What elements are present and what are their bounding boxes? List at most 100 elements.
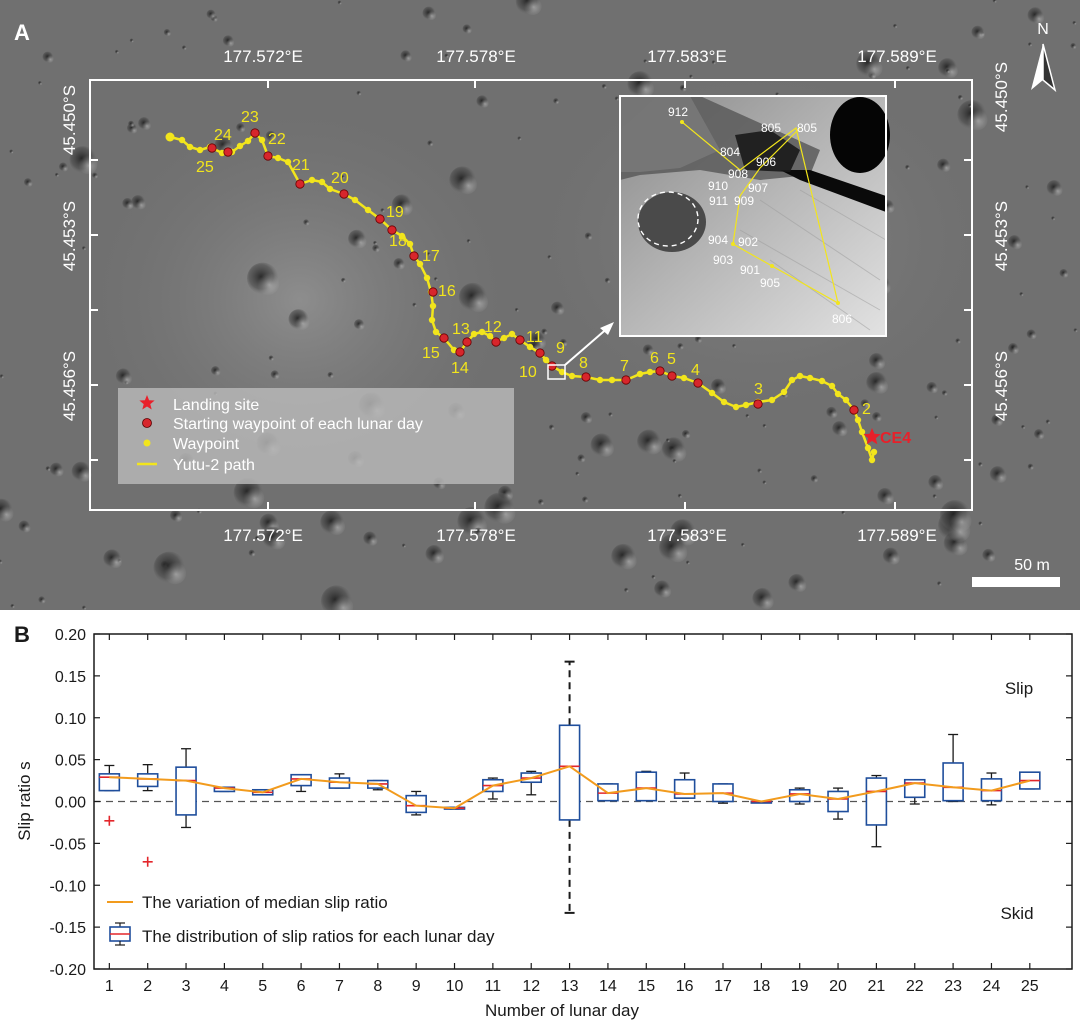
waypoint-marker	[284, 158, 292, 166]
waypoint-marker	[196, 146, 204, 154]
day-label: 16	[438, 283, 456, 300]
day-start-marker	[693, 378, 703, 388]
inset-image	[619, 95, 890, 337]
panel-b-chart: B 0.20 0.15 0.10 0.05 0.00 -0.05 -0.10 -0.15 -0.…	[14, 622, 1073, 1020]
day-label: 13	[452, 321, 470, 338]
waypoint-marker	[406, 240, 414, 248]
waypoint-marker	[326, 185, 334, 193]
day-label: 23	[241, 109, 259, 126]
map-legend-box	[118, 388, 514, 484]
day-start-marker	[462, 337, 472, 347]
day-start-marker	[409, 251, 419, 261]
waypoint-marker	[526, 343, 534, 351]
waypoint-marker	[864, 444, 872, 452]
landing-site-icon	[863, 428, 881, 445]
x-tick-label: 12	[522, 978, 540, 995]
lat-label-left: 45.450°S	[60, 85, 79, 155]
waypoint-marker	[364, 206, 372, 214]
day-start-marker	[439, 333, 449, 343]
waypoint-marker	[646, 368, 654, 376]
north-label: N	[1037, 21, 1049, 38]
crater-field	[0, 0, 1078, 610]
x-tick-label: 8	[373, 978, 382, 995]
callout-arrowhead-icon	[600, 322, 614, 335]
inset-label: 902	[738, 235, 758, 249]
inset-label: 805	[797, 121, 817, 135]
x-tick-label: 25	[1021, 978, 1039, 995]
x-tick-label: 13	[561, 978, 579, 995]
box-day-9	[405, 790, 427, 816]
waypoint-marker	[608, 376, 616, 384]
lon-label-top: 177.589°E	[857, 47, 937, 66]
annotation-slip: Slip	[1005, 679, 1033, 698]
y-tick-label: 0.15	[55, 669, 86, 686]
x-tick-label: 18	[752, 978, 770, 995]
y-tick-label: 0.10	[55, 711, 86, 728]
scale-label: 50 m	[1014, 557, 1050, 574]
y-axis: 0.20 0.15 0.10 0.05 0.00 -0.05 -0.10 -0.15 -0.20	[50, 627, 1072, 979]
box-iqr	[175, 766, 197, 816]
box-iqr	[942, 762, 964, 802]
day-start-marker	[339, 189, 349, 199]
legend-box-icon	[109, 922, 131, 946]
waypoint-marker	[186, 143, 194, 151]
waypoint-marker	[274, 154, 282, 162]
day-label: 5	[667, 351, 676, 368]
x-tick-label: 22	[906, 978, 924, 995]
waypoint-marker	[854, 416, 862, 424]
day-label: 15	[422, 345, 440, 362]
waypoint-marker	[486, 332, 494, 340]
day-label: 12	[484, 319, 502, 336]
x-tick-label: 10	[446, 978, 464, 995]
box-iqr	[673, 778, 696, 799]
legend-box-label: The distribution of slip ratios for each…	[142, 927, 495, 946]
callout-arrow	[564, 325, 611, 366]
box-day-13	[558, 660, 581, 914]
waypoint-marker	[428, 316, 436, 324]
waypoint-marker	[165, 132, 175, 142]
x-axis-label: Number of lunar day	[485, 1001, 640, 1020]
waypoint-marker	[178, 136, 186, 144]
day-label: 17	[422, 248, 440, 265]
lon-label-top: 177.572°E	[223, 47, 303, 66]
day-start-marker	[295, 179, 305, 189]
day-label: 24	[214, 127, 232, 144]
panel-b-label: B	[14, 622, 30, 647]
inset-label: 906	[756, 155, 776, 169]
day-label: 8	[579, 355, 588, 372]
panel-a-map: A 177.572°E 177.578°E 177.583°E 177.589°…	[0, 0, 1080, 610]
box-iqr	[405, 794, 427, 814]
x-tick-label: 2	[143, 978, 152, 995]
inset-label: 806	[832, 312, 852, 326]
day-label: 20	[331, 170, 349, 187]
x-tick-label: 20	[829, 978, 847, 995]
day-label: 2	[862, 401, 871, 418]
day-label: 10	[519, 364, 537, 381]
box-iqr	[635, 771, 658, 802]
waypoint-marker	[398, 232, 406, 240]
y-tick-label: -0.20	[50, 962, 87, 979]
day-start-marker	[547, 361, 557, 371]
waypoint-marker	[429, 302, 437, 310]
waypoint-marker	[680, 374, 688, 382]
x-tick-label: 11	[485, 978, 502, 995]
day-start-marker	[387, 225, 397, 235]
annotation-skid: Skid	[1000, 904, 1033, 923]
waypoint-marker	[806, 374, 814, 382]
lon-label-bottom: 177.572°E	[223, 526, 303, 545]
outlier-marker	[104, 815, 115, 826]
x-tick-label: 21	[868, 978, 886, 995]
median-line	[109, 765, 1031, 810]
x-tick-label: 16	[676, 978, 694, 995]
lon-label-bottom: 177.589°E	[857, 526, 937, 545]
waypoint-marker	[768, 396, 776, 404]
day-start-marker	[667, 371, 677, 381]
x-tick-label: 3	[182, 978, 191, 995]
waypoint-marker	[780, 388, 788, 396]
waypoint-marker	[318, 178, 326, 186]
waypoint-marker	[742, 401, 750, 409]
lon-label-top: 177.578°E	[436, 47, 516, 66]
waypoint-marker	[636, 370, 644, 378]
day-start-markers	[207, 128, 859, 415]
map-frame	[89, 79, 973, 511]
